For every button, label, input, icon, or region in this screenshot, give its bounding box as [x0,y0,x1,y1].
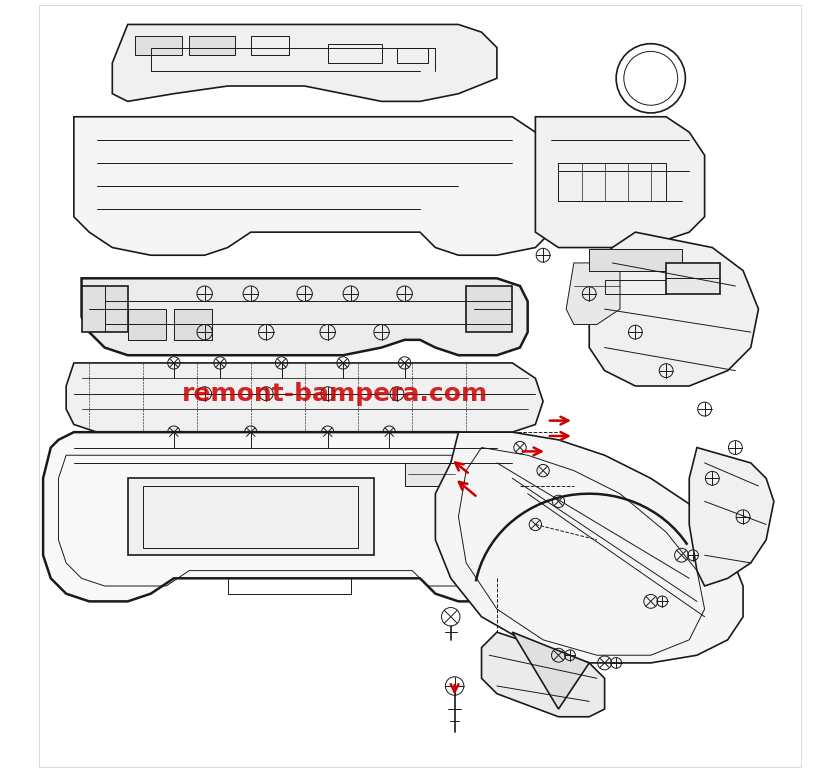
Bar [605,279,666,293]
Bar [174,309,213,340]
Polygon shape [690,448,774,586]
Polygon shape [43,432,535,601]
Bar [666,263,720,293]
Bar [559,163,666,201]
Bar [405,463,459,486]
Polygon shape [74,117,551,256]
Bar [128,309,166,340]
Bar [228,578,351,594]
Polygon shape [113,25,497,101]
Bar [189,36,235,56]
Bar [589,249,681,271]
Bar [128,479,374,555]
Bar [397,48,428,63]
Polygon shape [589,232,759,386]
Polygon shape [435,432,743,663]
Bar [251,36,289,56]
Bar [143,486,359,547]
Polygon shape [481,632,605,716]
Bar [328,44,381,63]
Polygon shape [566,263,620,324]
Bar [135,36,181,56]
Bar [81,286,128,332]
Bar [466,286,512,332]
Polygon shape [81,279,528,355]
Polygon shape [512,632,589,709]
Polygon shape [66,363,543,432]
Polygon shape [535,117,705,248]
Text: remont-bampera.com: remont-bampera.com [181,382,488,406]
